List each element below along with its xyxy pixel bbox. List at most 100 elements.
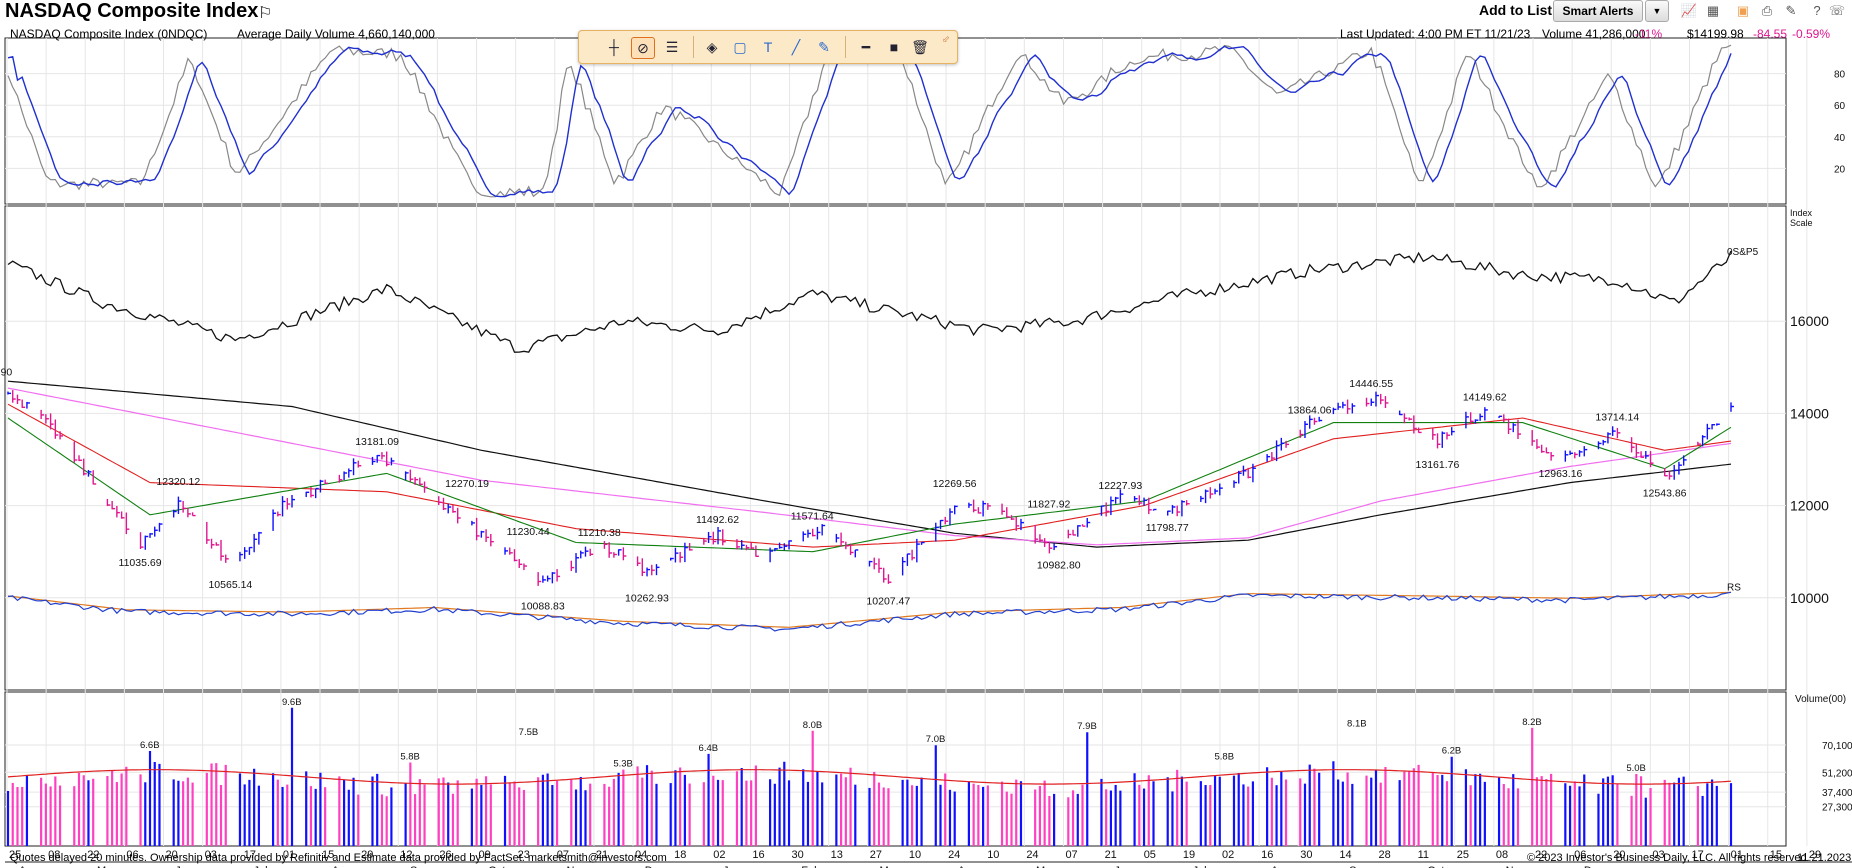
x-tick-label: 16 (1261, 849, 1273, 861)
volume-annotation: 7.0B (926, 734, 946, 745)
x-tick-label: 29 (1809, 849, 1821, 861)
smart-alerts-button[interactable]: Smart Alerts (1553, 0, 1643, 22)
volume-annotation: 5.0B (1626, 763, 1646, 774)
toolbar-divider (845, 36, 846, 58)
footer-copyright: © 2023 Investor's Business Daily, LLC. A… (1527, 852, 1810, 864)
x-tick-label: 22 (1535, 849, 1547, 861)
text-icon[interactable]: T (763, 39, 773, 55)
panel-frame (4, 205, 1787, 691)
rectangle-icon[interactable]: ▢ (733, 39, 747, 55)
fill-icon[interactable]: ◈ (706, 39, 718, 55)
x-tick-label: 10 (987, 849, 999, 861)
hide-drawings-icon[interactable]: ⊘ (631, 37, 655, 59)
price-annotation: 14446.55 (1349, 378, 1393, 390)
stochastic-tick-label: 80 (1834, 70, 1846, 81)
price-tick-label: 14000 (1790, 405, 1829, 421)
price-annotation: 10982.80 (1037, 559, 1081, 571)
x-tick-label: 27 (870, 849, 882, 861)
month-label: Oct (488, 865, 505, 868)
x-tick-label: 07 (557, 849, 569, 861)
month-label: Jan (723, 865, 741, 868)
highlight-icon[interactable]: ▣ (1736, 3, 1750, 18)
flag-icon[interactable]: ⚐ (258, 5, 273, 22)
x-tick-label: 06 (1574, 849, 1586, 861)
x-tick-label: 06 (126, 849, 138, 861)
panel-frame (4, 691, 1787, 847)
chevron-down-icon[interactable]: ▼ (1645, 0, 1669, 22)
volume-annotation: 8.1B (1347, 718, 1367, 729)
line-icon[interactable]: ╱ (791, 39, 801, 55)
x-tick-label: 30 (1300, 849, 1312, 861)
trash-icon[interactable]: 🗑 (911, 39, 929, 55)
x-tick-label: 19 (1183, 849, 1195, 861)
x-tick-label: 26 (439, 849, 451, 861)
add-to-list-label: Add to List: (1479, 2, 1557, 18)
price-axis-label: Scale (1790, 218, 1813, 228)
price-annotation: 14149.62 (1463, 392, 1507, 404)
month-label: Jul (1193, 865, 1207, 868)
x-tick-label: 24 (948, 849, 960, 861)
price-annotation: 13161.76 (1416, 459, 1460, 471)
price-annotation: 10088.83 (521, 601, 565, 613)
x-tick-label: 05 (1144, 849, 1156, 861)
x-tick-label: 08 (48, 849, 60, 861)
x-tick-label: 20 (166, 849, 178, 861)
month-label: Jul (254, 865, 268, 868)
color-icon[interactable]: ■ (889, 39, 899, 55)
price-annotation: 13181.09 (355, 436, 399, 448)
x-tick-label: 03 (205, 849, 217, 861)
price-annotation: 12269.56 (933, 478, 977, 490)
phone-icon[interactable]: ☏ (1828, 3, 1846, 18)
rs-label: RS (1727, 582, 1741, 593)
x-tick-label: 07 (1065, 849, 1077, 861)
volume-axis-label: Volume(00) (1795, 694, 1846, 705)
x-tick-label: 09 (479, 849, 491, 861)
price-annotation: 12963.16 (1539, 468, 1583, 480)
crosshair-icon[interactable]: ┼ (609, 39, 619, 55)
list-icon[interactable]: ☰ (665, 39, 679, 55)
month-label: Jun (1114, 865, 1132, 868)
month-label: May (1036, 865, 1057, 868)
x-tick-label: 01 (1731, 849, 1743, 861)
x-tick-label: 21 (1105, 849, 1117, 861)
chart-axes: 25 08 22 06 20 03 17 01 15 29 12 26 09 23 07 21 04 18 02 16… (9, 70, 1852, 868)
tools-icon[interactable]: ✎ (1785, 3, 1797, 18)
x-tick-label: 10 (909, 849, 921, 861)
x-tick-label: 25 (9, 849, 21, 861)
stochastic-panel (7, 44, 1732, 198)
month-label: May (97, 865, 118, 868)
volume-tick-label: 51,200,000 (1822, 768, 1852, 779)
volume-annotation: 7.5B (519, 727, 539, 738)
pencil-icon[interactable]: ✎ (818, 39, 830, 55)
price-annotation: 11571.64 (791, 510, 834, 522)
volume-ma-line (7, 769, 1732, 785)
x-tick-label: 23 (518, 849, 530, 861)
grid-icon[interactable]: ▦ (1706, 3, 1720, 18)
month-label: Apr (958, 865, 975, 868)
month-label: Nov (1506, 865, 1526, 868)
month-label: Feb (801, 865, 820, 868)
price-annotation: 11035.69 (119, 557, 162, 569)
x-tick-label: 25 (1457, 849, 1469, 861)
price-annotation: 10565.14 (208, 579, 252, 591)
help-icon[interactable]: ? (1813, 3, 1821, 18)
price-annotation: 10207.47 (866, 595, 910, 607)
chart-icon[interactable]: 📈 (1680, 3, 1698, 18)
x-tick-label: 15 (322, 849, 334, 861)
x-tick-label: 08 (1496, 849, 1508, 861)
x-tick-label: 14 (1339, 849, 1351, 861)
month-label: Sep (1349, 865, 1369, 868)
x-tick-label: 02 (1222, 849, 1234, 861)
volume-tick-label: 70,100,000 (1822, 741, 1852, 752)
volume-annotation: 6.4B (699, 743, 719, 754)
x-tick-label: 24 (1026, 849, 1038, 861)
x-tick-label: 28 (1378, 849, 1390, 861)
volume-annotation: 5.3B (613, 759, 633, 770)
page-title: NASDAQ Composite Index (5, 0, 259, 22)
print-icon[interactable]: ⎙ (1761, 3, 1773, 18)
line-style-icon[interactable]: ━ (861, 39, 871, 55)
month-label: Apr (19, 865, 36, 868)
collapse-icon[interactable]: ⬃ (942, 34, 950, 44)
price-axis-label: Index (1790, 208, 1813, 218)
